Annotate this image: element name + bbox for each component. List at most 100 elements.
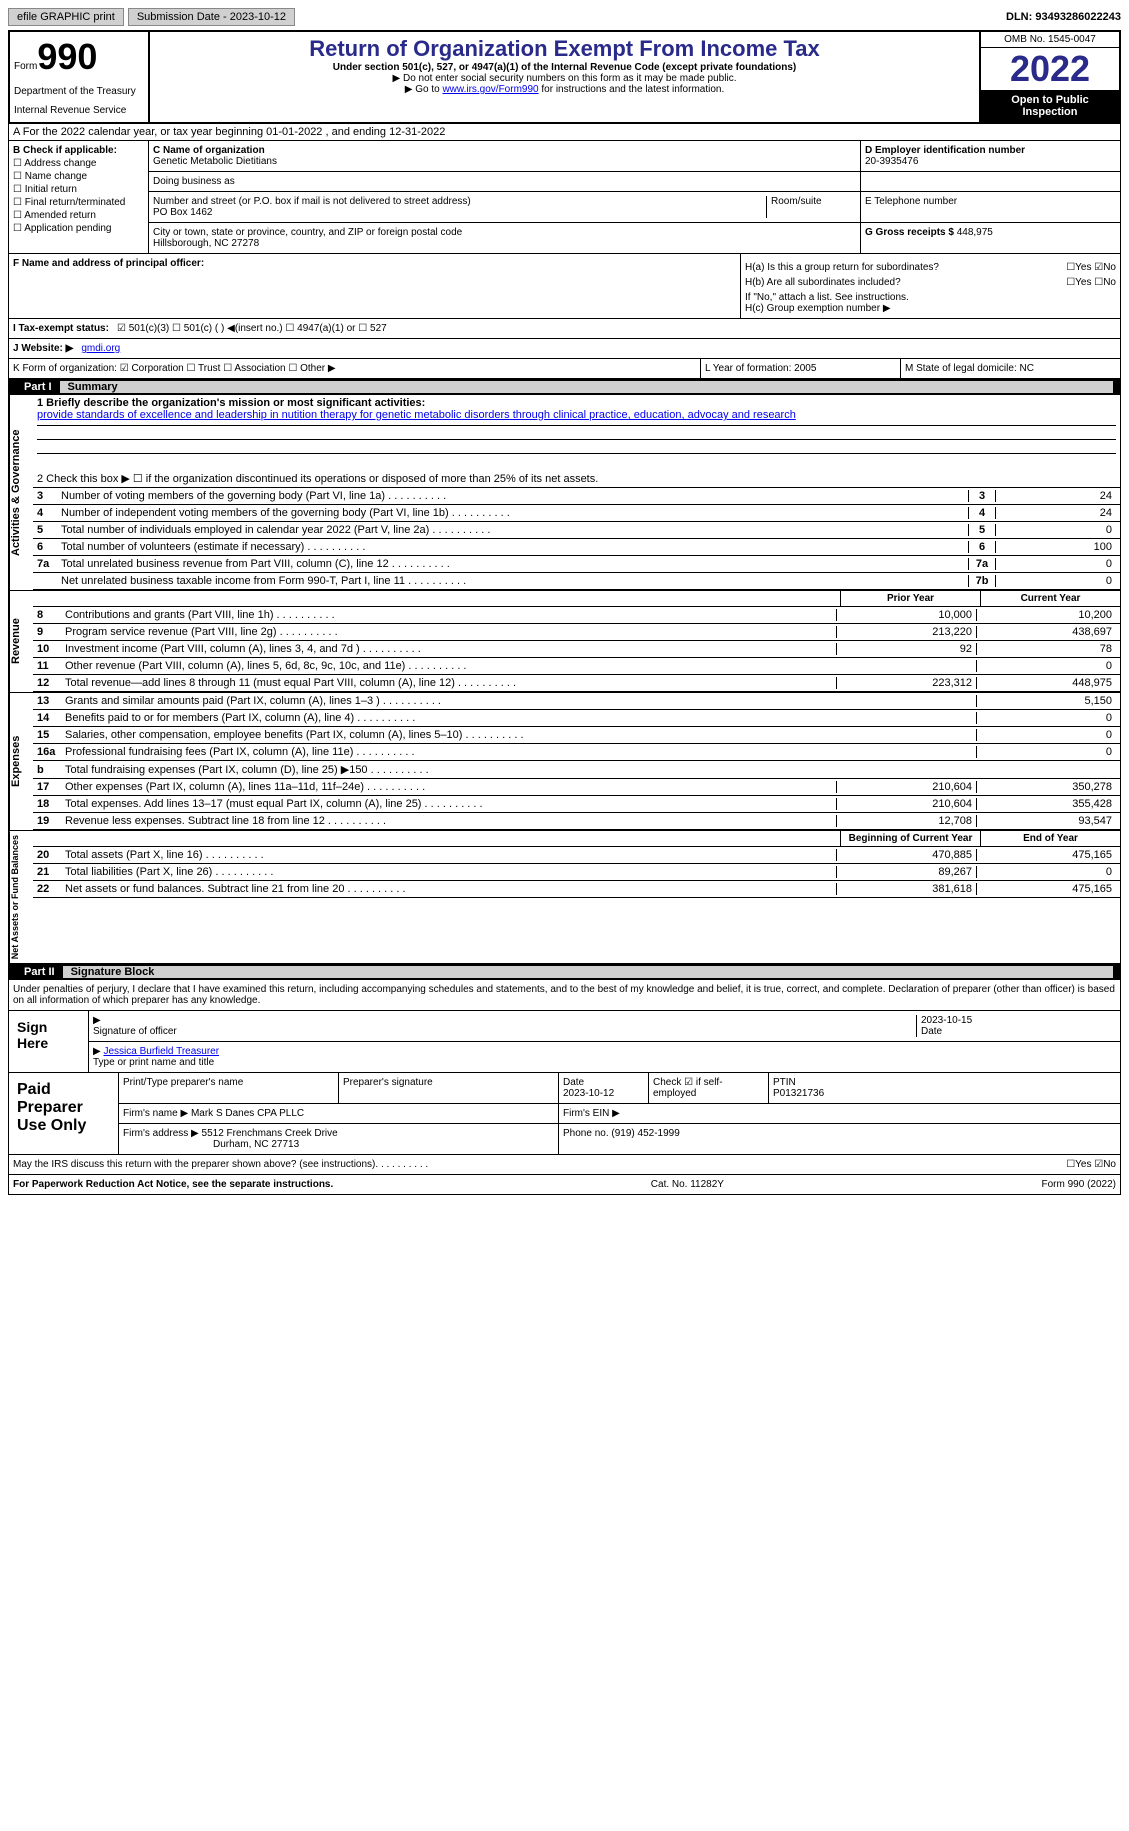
line-text: Total liabilities (Part X, line 26) <box>65 866 836 878</box>
tel-label: E Telephone number <box>865 196 1116 207</box>
side-expenses: Expenses <box>9 693 33 830</box>
line-num: 4 <box>37 507 61 519</box>
line-text: Total revenue—add lines 8 through 11 (mu… <box>65 677 836 689</box>
line-text: Total unrelated business revenue from Pa… <box>61 558 968 570</box>
m-label: M State of legal domicile: <box>905 363 1017 374</box>
cb-final-return[interactable]: ☐ Final return/terminated <box>13 197 144 208</box>
website-link[interactable]: gmdi.org <box>81 343 120 354</box>
room-label: Room/suite <box>766 196 856 218</box>
line-text: Number of independent voting members of … <box>61 507 968 519</box>
cb-address-change[interactable]: ☐ Address change <box>13 158 144 169</box>
line-text: Number of voting members of the governin… <box>61 490 968 502</box>
city-value: Hillsborough, NC 27278 <box>153 238 856 249</box>
prior-value: 210,604 <box>836 781 976 793</box>
line-num: 5 <box>37 524 61 536</box>
box-val: 24 <box>996 490 1116 502</box>
name-label: Type or print name and title <box>93 1057 214 1068</box>
box-val: 0 <box>996 524 1116 536</box>
self-emp-check[interactable]: Check ☑ if self-employed <box>649 1073 769 1103</box>
line-num: b <box>37 764 65 776</box>
box-val: 0 <box>996 558 1116 570</box>
submission-date-button[interactable]: Submission Date - 2023-10-12 <box>128 8 295 26</box>
line-text: Other revenue (Part VIII, column (A), li… <box>65 660 836 672</box>
prior-value: 10,000 <box>836 609 976 621</box>
omb-number: OMB No. 1545-0047 <box>981 32 1119 48</box>
paid-preparer-label: Paid Preparer Use Only <box>9 1073 119 1154</box>
side-governance: Activities & Governance <box>9 395 33 590</box>
line-num: 6 <box>37 541 61 553</box>
current-value: 10,200 <box>976 609 1116 621</box>
dln-text: DLN: 93493286022243 <box>1006 11 1121 23</box>
cb-name-change[interactable]: ☐ Name change <box>13 171 144 182</box>
k-options[interactable]: ☑ Corporation ☐ Trust ☐ Association ☐ Ot… <box>120 363 336 374</box>
firm-addr-label: Firm's address ▶ <box>123 1128 199 1139</box>
line-text: Program service revenue (Part VIII, line… <box>65 626 836 638</box>
prep-sig-label: Preparer's signature <box>339 1073 559 1103</box>
discuss-answer[interactable]: ☐Yes ☑No <box>1066 1159 1116 1170</box>
line-num: 15 <box>37 729 65 741</box>
i-options[interactable]: ☑ 501(c)(3) ☐ 501(c) ( ) ◀(insert no.) ☐… <box>117 323 387 334</box>
line-text: Total fundraising expenses (Part IX, col… <box>65 763 836 776</box>
cb-amended[interactable]: ☐ Amended return <box>13 210 144 221</box>
f-label: F Name and address of principal officer: <box>13 258 736 269</box>
current-value: 350,278 <box>976 781 1116 793</box>
discuss-question: May the IRS discuss this return with the… <box>13 1159 375 1170</box>
hb-answer[interactable]: ☐Yes ☐No <box>1066 277 1116 288</box>
current-value: 0 <box>976 660 1116 672</box>
prior-year-head: Prior Year <box>840 591 980 606</box>
form-label: Form <box>14 61 37 72</box>
line-num: 13 <box>37 695 65 707</box>
line-num: 7a <box>37 558 61 570</box>
cb-initial-return[interactable]: ☐ Initial return <box>13 184 144 195</box>
note-ssn: ▶ Do not enter social security numbers o… <box>154 73 975 84</box>
current-value: 0 <box>976 866 1116 878</box>
line-num: 20 <box>37 849 65 861</box>
current-value: 355,428 <box>976 798 1116 810</box>
prior-value: 213,220 <box>836 626 976 638</box>
box-val: 0 <box>996 575 1116 587</box>
line1-label: 1 Briefly describe the organization's mi… <box>37 397 425 409</box>
ha-answer[interactable]: ☐Yes ☑No <box>1066 262 1116 273</box>
hb-note: If "No," attach a list. See instructions… <box>745 292 1116 303</box>
side-netassets: Net Assets or Fund Balances <box>9 831 33 963</box>
line-text: Investment income (Part VIII, column (A)… <box>65 643 836 655</box>
l-value: 2005 <box>794 363 816 374</box>
form-number: 990 <box>37 36 97 77</box>
efile-print-button[interactable]: efile GRAPHIC print <box>8 8 124 26</box>
prior-value: 223,312 <box>836 677 976 689</box>
line-text: Professional fundraising fees (Part IX, … <box>65 746 836 758</box>
line-text: Net unrelated business taxable income fr… <box>61 575 968 587</box>
current-value: 448,975 <box>976 677 1116 689</box>
line-num: 12 <box>37 677 65 689</box>
sig-officer-label: Signature of officer <box>93 1026 177 1037</box>
firm-ein-label: Firm's EIN ▶ <box>559 1104 1120 1123</box>
row-a-period: A For the 2022 calendar year, or tax yea… <box>8 124 1121 141</box>
firm-addr: 5512 Frenchmans Creek Drive <box>202 1128 338 1139</box>
cb-pending[interactable]: ☐ Application pending <box>13 223 144 234</box>
end-year-head: End of Year <box>980 831 1120 846</box>
line-num: 16a <box>37 746 65 758</box>
ha-label: H(a) Is this a group return for subordin… <box>745 262 939 273</box>
firm-name: Mark S Danes CPA PLLC <box>191 1108 304 1119</box>
line-text: Total expenses. Add lines 13–17 (must eq… <box>65 798 836 810</box>
form-subtitle: Under section 501(c), 527, or 4947(a)(1)… <box>154 62 975 73</box>
line-text: Contributions and grants (Part VIII, lin… <box>65 609 836 621</box>
box-num: 7a <box>968 558 996 570</box>
prior-value: 92 <box>836 643 976 655</box>
prep-name-label: Print/Type preparer's name <box>119 1073 339 1103</box>
c-name-label: C Name of organization <box>153 145 856 156</box>
line-text: Total number of volunteers (estimate if … <box>61 541 968 553</box>
current-value: 475,165 <box>976 849 1116 861</box>
hb-label: H(b) Are all subordinates included? <box>745 277 901 288</box>
line-num: 17 <box>37 781 65 793</box>
line-num: 18 <box>37 798 65 810</box>
k-label: K Form of organization: <box>13 363 117 374</box>
prior-value: 470,885 <box>836 849 976 861</box>
current-year-head: Current Year <box>980 591 1120 606</box>
ein-value: 20-3935476 <box>865 156 1116 167</box>
irs-link[interactable]: www.irs.gov/Form990 <box>442 84 538 95</box>
ptin-value: P01321736 <box>773 1088 824 1099</box>
form-header: Form990 Department of the Treasury Inter… <box>8 30 1121 124</box>
part1-header: Part I Summary <box>8 379 1121 395</box>
open-inspection: Open to Public Inspection <box>981 90 1119 122</box>
